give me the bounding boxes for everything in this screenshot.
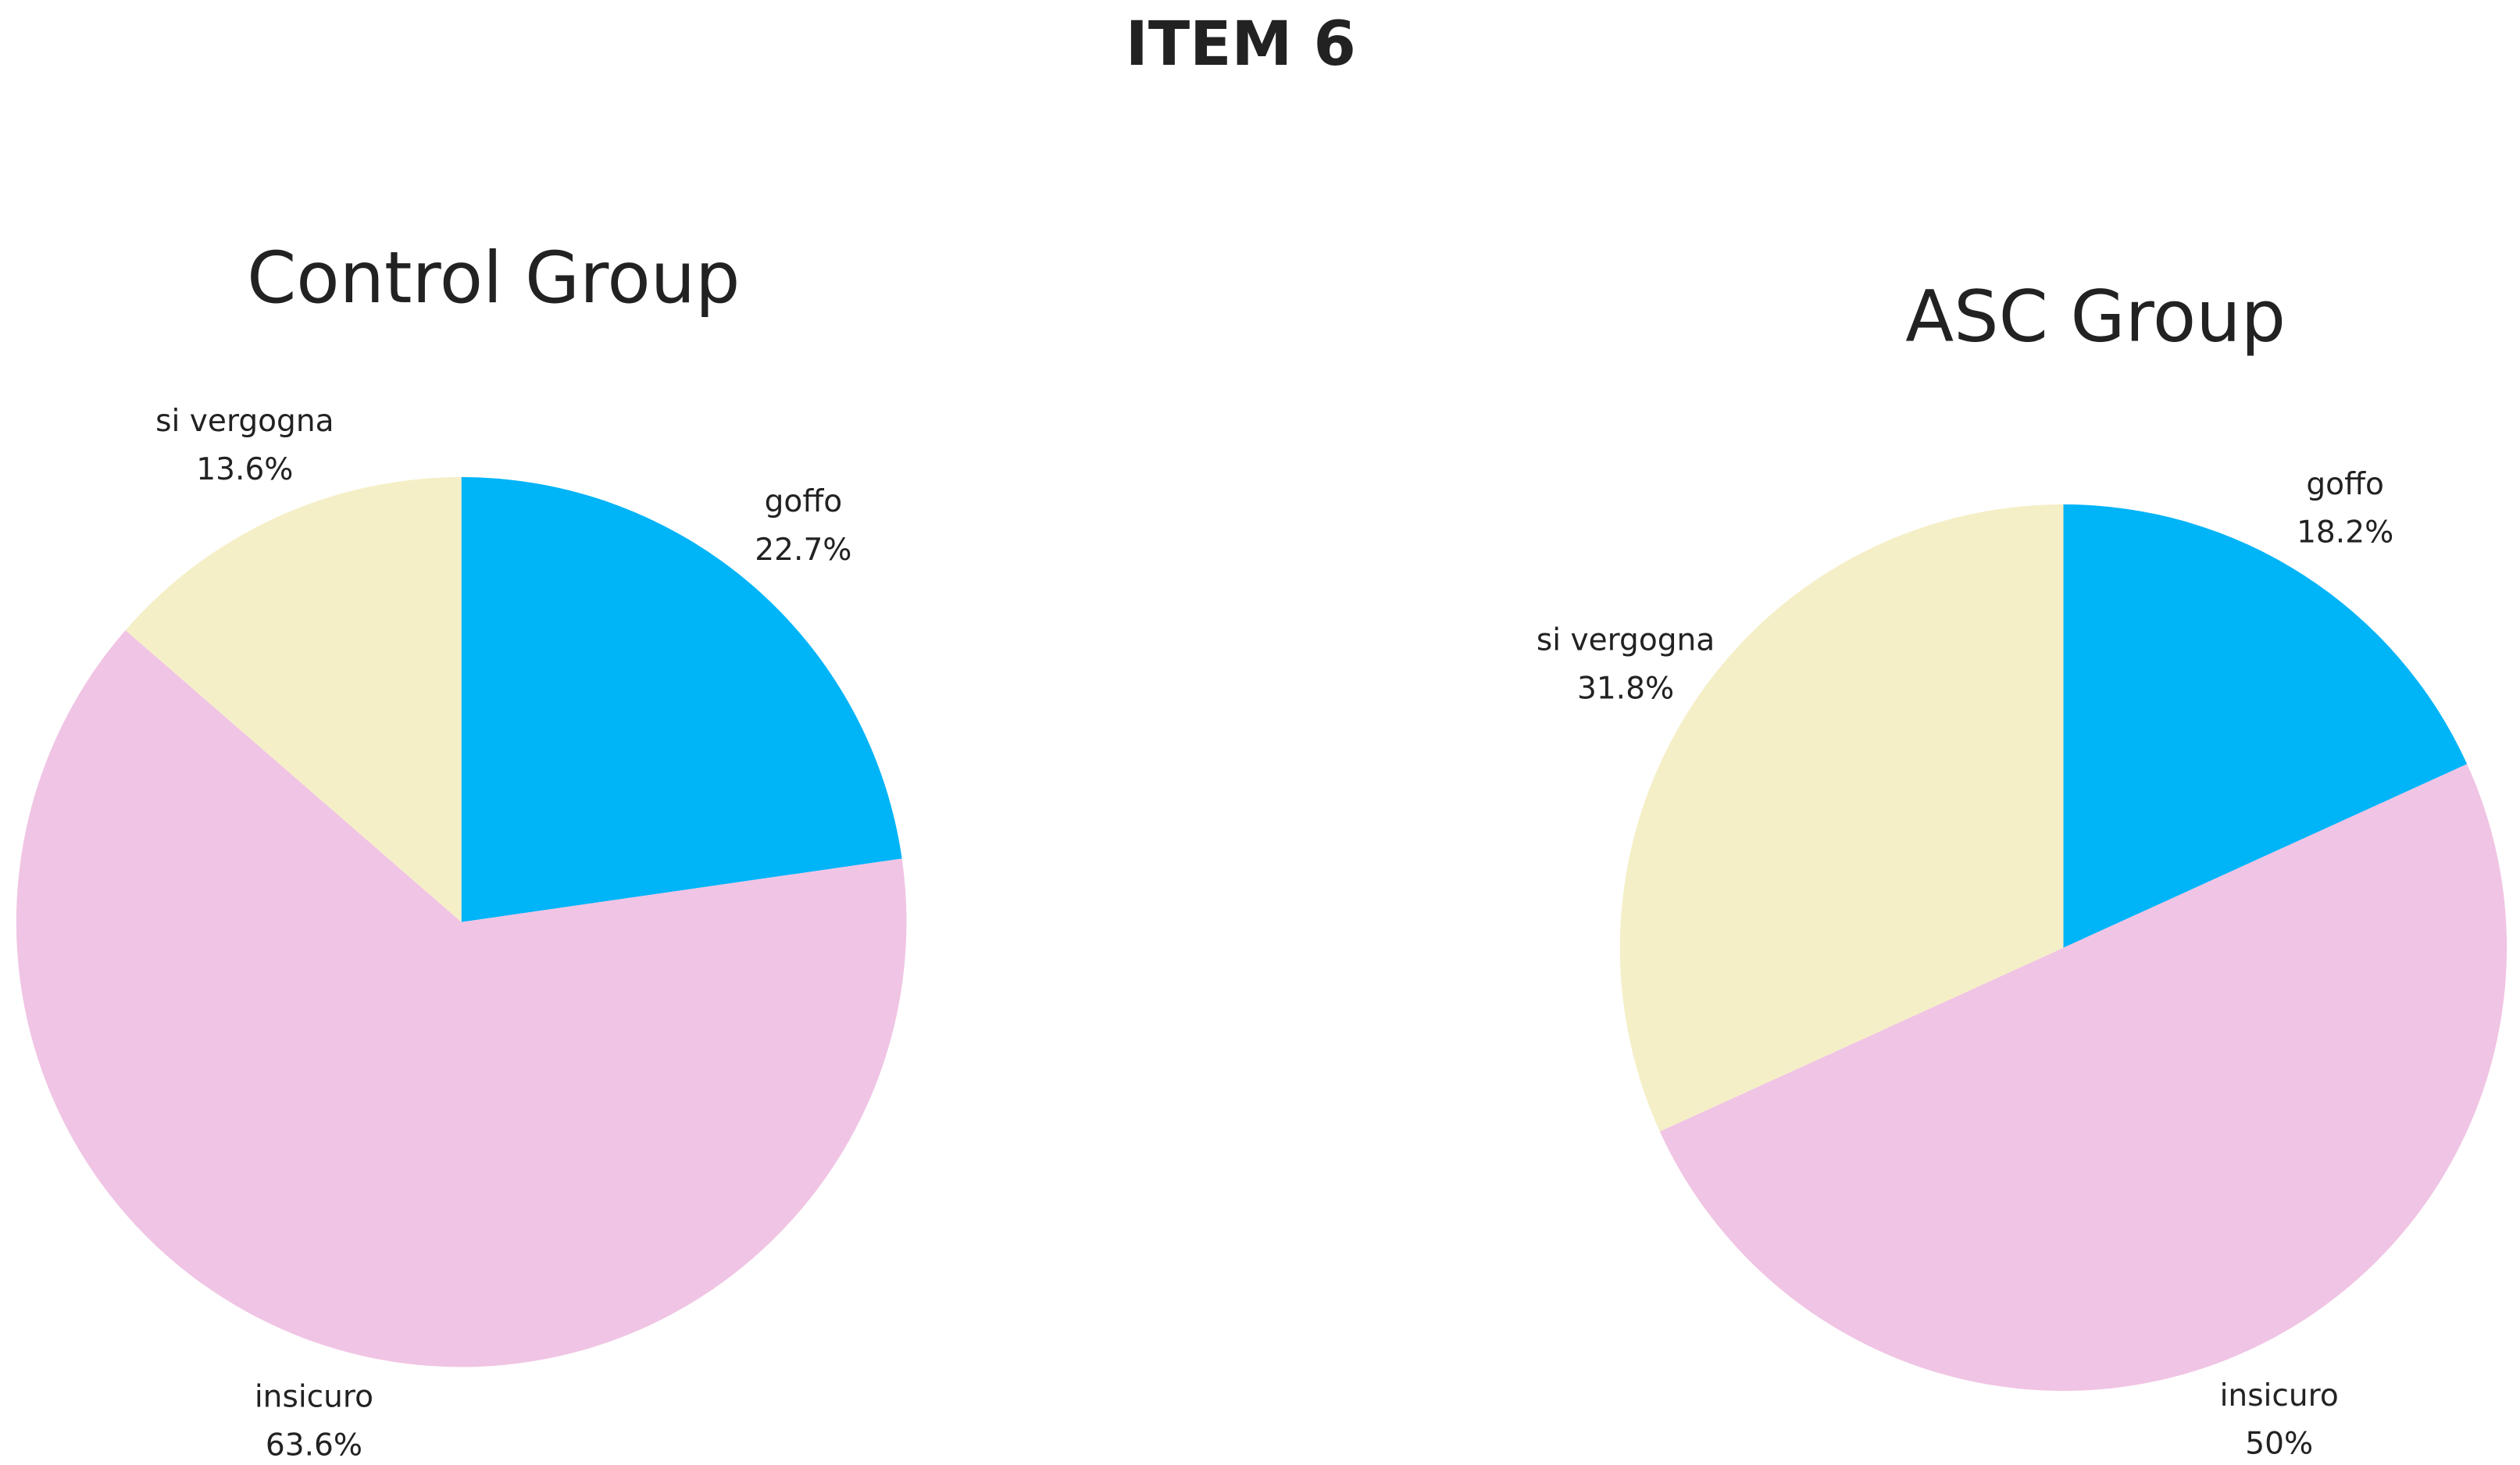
slice-label: insicuro: [2220, 1378, 2339, 1413]
pie-slice: [125, 476, 462, 922]
pie-slice: [16, 629, 907, 1367]
slice-value-label: 13.6%: [196, 452, 293, 487]
slice-label: goffo: [765, 484, 843, 519]
pie-slice: [2063, 504, 2468, 948]
chart-title: ITEM 6: [1126, 9, 1356, 80]
slice-value-label: 50%: [2245, 1427, 2313, 1462]
slice-value-label: 31.8%: [1577, 671, 1674, 706]
slice-label: goffo: [2306, 467, 2384, 502]
slice-label: insicuro: [255, 1380, 373, 1415]
slice-value-label: 22.7%: [755, 533, 851, 568]
pie-title: ASC Group: [1905, 276, 2286, 358]
pie-slice: [1659, 764, 2508, 1392]
pie-slice: [461, 476, 902, 922]
slice-label: si vergogna: [155, 404, 334, 439]
pie-title: Control Group: [247, 237, 740, 319]
slice-value-label: 63.6%: [266, 1428, 362, 1463]
pie-slice: [1619, 504, 2064, 1132]
slice-value-label: 18.2%: [2297, 515, 2393, 551]
slice-label: si vergogna: [1537, 623, 1715, 658]
